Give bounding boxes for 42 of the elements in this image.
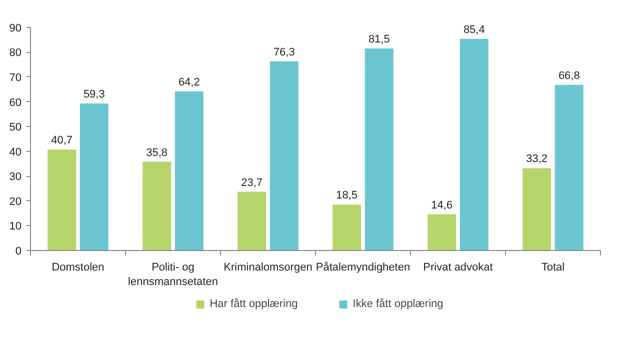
y-tick-label: 10 xyxy=(9,220,22,233)
y-tick-label: 90 xyxy=(9,22,22,34)
y-tick-label: 40 xyxy=(9,146,22,158)
y-tick-label: 70 xyxy=(9,72,22,84)
y-tick-label: 80 xyxy=(9,47,22,60)
data-label: 81,5 xyxy=(368,33,390,46)
x-tick-label: Privat advokat xyxy=(423,262,493,274)
bar xyxy=(522,168,552,250)
y-tick-label: 60 xyxy=(9,96,22,109)
bar xyxy=(460,38,488,250)
y-tick-label: 20 xyxy=(9,196,22,208)
bar xyxy=(238,192,266,250)
data-label: 35,8 xyxy=(146,146,168,159)
data-label: 64,2 xyxy=(178,76,200,88)
y-tick-label: 30 xyxy=(9,171,22,184)
data-label: 18,5 xyxy=(336,190,358,202)
data-label: 14,6 xyxy=(431,199,453,212)
legend-label: Har fått opplæring xyxy=(210,298,298,310)
bar xyxy=(142,162,172,250)
bar xyxy=(80,104,108,250)
x-tick-label: Påtalemyndigheten xyxy=(316,262,410,274)
legend-label: Ikke fått opplæring xyxy=(352,298,444,310)
bar xyxy=(48,150,76,250)
bar xyxy=(364,48,394,250)
bar xyxy=(554,84,584,250)
x-tick-label: Domstolen xyxy=(52,262,104,274)
x-tick-label: Politi- og lennsmannsetaten xyxy=(128,262,218,288)
bar xyxy=(174,91,204,250)
y-tick-label: 0 xyxy=(15,246,22,258)
x-tick-label: Total xyxy=(541,262,565,274)
data-label: 23,7 xyxy=(241,176,263,189)
data-label: 66,8 xyxy=(558,70,580,82)
data-label: 85,4 xyxy=(463,24,485,36)
bar xyxy=(332,204,362,250)
bar xyxy=(270,61,298,250)
data-label: 33,2 xyxy=(526,153,548,166)
data-label: 40,7 xyxy=(51,134,73,147)
y-tick-label: 50 xyxy=(9,122,22,134)
x-tick-label: Kriminalomsorgen xyxy=(224,262,312,274)
data-label: 59,3 xyxy=(83,88,105,101)
bar xyxy=(428,214,456,250)
data-label: 76,3 xyxy=(273,46,295,58)
